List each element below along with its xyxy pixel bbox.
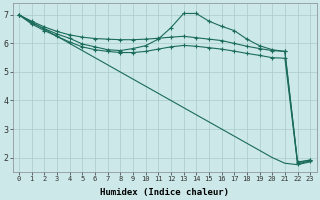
X-axis label: Humidex (Indice chaleur): Humidex (Indice chaleur) (100, 188, 229, 197)
